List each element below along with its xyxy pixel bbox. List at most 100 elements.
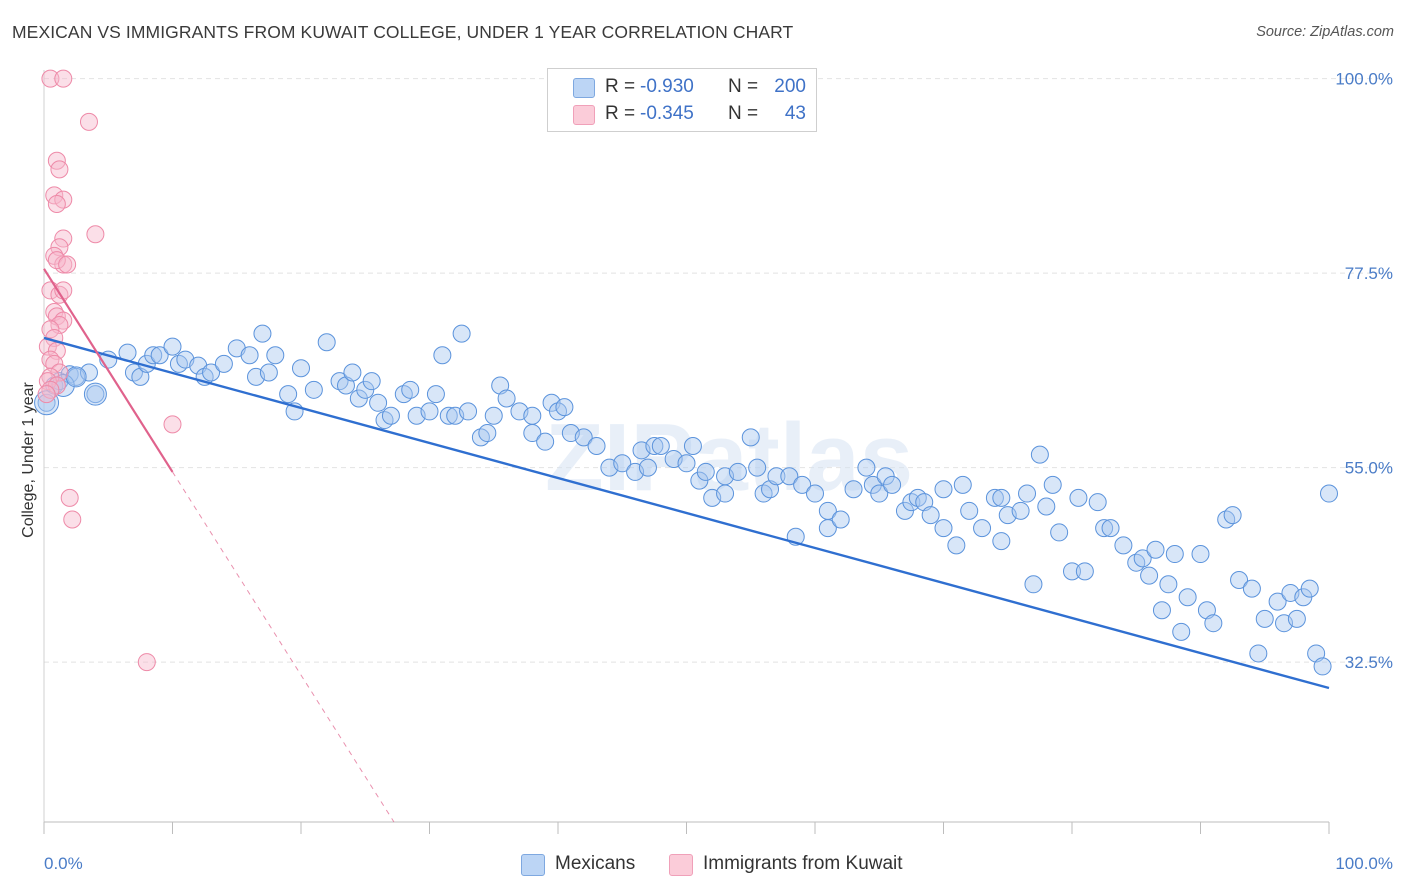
chart-title: MEXICAN VS IMMIGRANTS FROM KUWAIT COLLEG… [12, 22, 794, 42]
data-point-kuwait [137, 653, 156, 672]
data-point-mexicans [780, 467, 799, 486]
y-tick-label: 100.0% [1335, 70, 1393, 89]
data-point-mexicans [728, 462, 747, 481]
data-point-mexicans [716, 484, 735, 503]
x-tick-label: 100.0% [1335, 854, 1393, 873]
data-point-mexicans [1133, 549, 1152, 568]
data-point-kuwait [54, 229, 73, 248]
y-tick-labels: 100.0% 77.5% 55.0% 32.5% [1335, 70, 1393, 672]
data-point-mexicans [1152, 601, 1171, 620]
data-point-mexicans [1101, 519, 1120, 538]
data-point-kuwait [41, 69, 60, 88]
data-point-mexicans [934, 480, 953, 499]
data-point-mexicans [433, 346, 452, 365]
data-point-mexicans [369, 393, 388, 412]
data-point-mexicans [259, 363, 278, 382]
x-tick-labels: 0.0% 100.0% [44, 854, 1393, 873]
r-value: -0.930 [640, 76, 694, 97]
data-point-mexicans [1268, 592, 1287, 611]
data-point-mexicans [439, 406, 458, 425]
data-point-mexicans [459, 402, 478, 421]
data-point-mexicans [651, 437, 670, 455]
data-point-mexicans [1063, 562, 1081, 581]
data-point-mexicans [1140, 566, 1159, 585]
data-point-kuwait [47, 194, 66, 213]
data-point-kuwait [63, 510, 82, 529]
data-point-kuwait [41, 320, 60, 339]
data-point-mexicans [587, 437, 606, 455]
data-point-kuwait [86, 225, 105, 244]
n-value: 43 [784, 103, 806, 124]
data-point-mexicans [960, 501, 979, 520]
data-point-mexicans [683, 437, 702, 455]
data-point-kuwait [60, 488, 79, 507]
data-point-mexicans [523, 406, 542, 425]
data-point-mexicans [555, 398, 574, 417]
data-point-mexicans [934, 519, 953, 538]
data-point-mexicans [613, 454, 632, 473]
data-point-mexicans [973, 519, 992, 538]
data-point-mexicans [163, 337, 182, 356]
data-point-kuwait [50, 160, 69, 179]
data-point-mexicans [1024, 575, 1043, 594]
n-label: N = [728, 103, 759, 124]
data-point-mexicans [953, 475, 972, 494]
kuwait-swatch [669, 854, 693, 876]
data-point-mexicans [1191, 545, 1210, 564]
data-point-mexicans [202, 363, 221, 382]
data-point-mexicans [304, 380, 323, 399]
data-point-mexicans [921, 506, 940, 525]
data-point-mexicans [1018, 484, 1037, 503]
mexicans-swatch [521, 854, 545, 876]
data-point-mexicans [1159, 575, 1178, 594]
data-point-mexicans [793, 475, 812, 494]
data-point-mexicans [478, 424, 497, 443]
data-point-mexicans [1069, 488, 1088, 507]
y-axis-label: College, Under 1 year [20, 382, 37, 538]
r-label: R = [605, 103, 636, 124]
legend-row-kuwait: R = -0.345 N = 43 [548, 102, 816, 128]
data-point-mexicans [947, 536, 966, 555]
kuwait-points [37, 69, 182, 672]
data-point-mexicans [748, 458, 767, 477]
series-legend: Mexicans Immigrants from Kuwait [0, 852, 1406, 878]
data-point-mexicans [1242, 579, 1261, 598]
legend-label-kuwait: Immigrants from Kuwait [703, 853, 903, 874]
data-point-mexicans [844, 480, 863, 499]
data-point-mexicans [381, 406, 400, 425]
y-tick-label: 32.5% [1345, 653, 1393, 672]
data-point-mexicans [1030, 445, 1049, 464]
legend-label-mexicans: Mexicans [555, 853, 636, 874]
data-point-mexicans [1204, 614, 1223, 633]
data-point-mexicans [1075, 562, 1094, 581]
data-point-mexicans [741, 428, 760, 447]
data-point-mexicans [253, 324, 272, 343]
data-point-mexicans [144, 346, 163, 365]
data-point-kuwait [58, 255, 77, 274]
data-point-mexicans [150, 346, 169, 365]
data-point-mexicans [497, 389, 516, 408]
trend-extension-kuwait [172, 471, 395, 823]
data-point-mexicans [645, 437, 664, 455]
data-point-mexicans [992, 532, 1011, 551]
mexicans-swatch [573, 78, 595, 98]
data-point-kuwait [37, 385, 56, 404]
data-point-mexicans [985, 488, 1004, 507]
data-point-mexicans [870, 484, 889, 503]
n-value: 200 [774, 76, 806, 97]
data-point-mexicans [1165, 545, 1184, 564]
data-point-mexicans [1300, 579, 1319, 598]
data-point-mexicans [1313, 657, 1332, 676]
mexicans-points [34, 324, 1338, 676]
trend-lines [43, 268, 1330, 823]
data-point-mexicans [240, 346, 259, 365]
data-point-mexicans [79, 363, 98, 382]
data-point-mexicans [452, 324, 471, 343]
data-point-mexicans [279, 385, 298, 404]
data-point-mexicans [292, 359, 310, 378]
trend-line-kuwait [43, 268, 174, 473]
data-point-mexicans [1043, 475, 1062, 494]
data-point-kuwait [47, 251, 66, 270]
data-point-mexicans [818, 519, 837, 538]
